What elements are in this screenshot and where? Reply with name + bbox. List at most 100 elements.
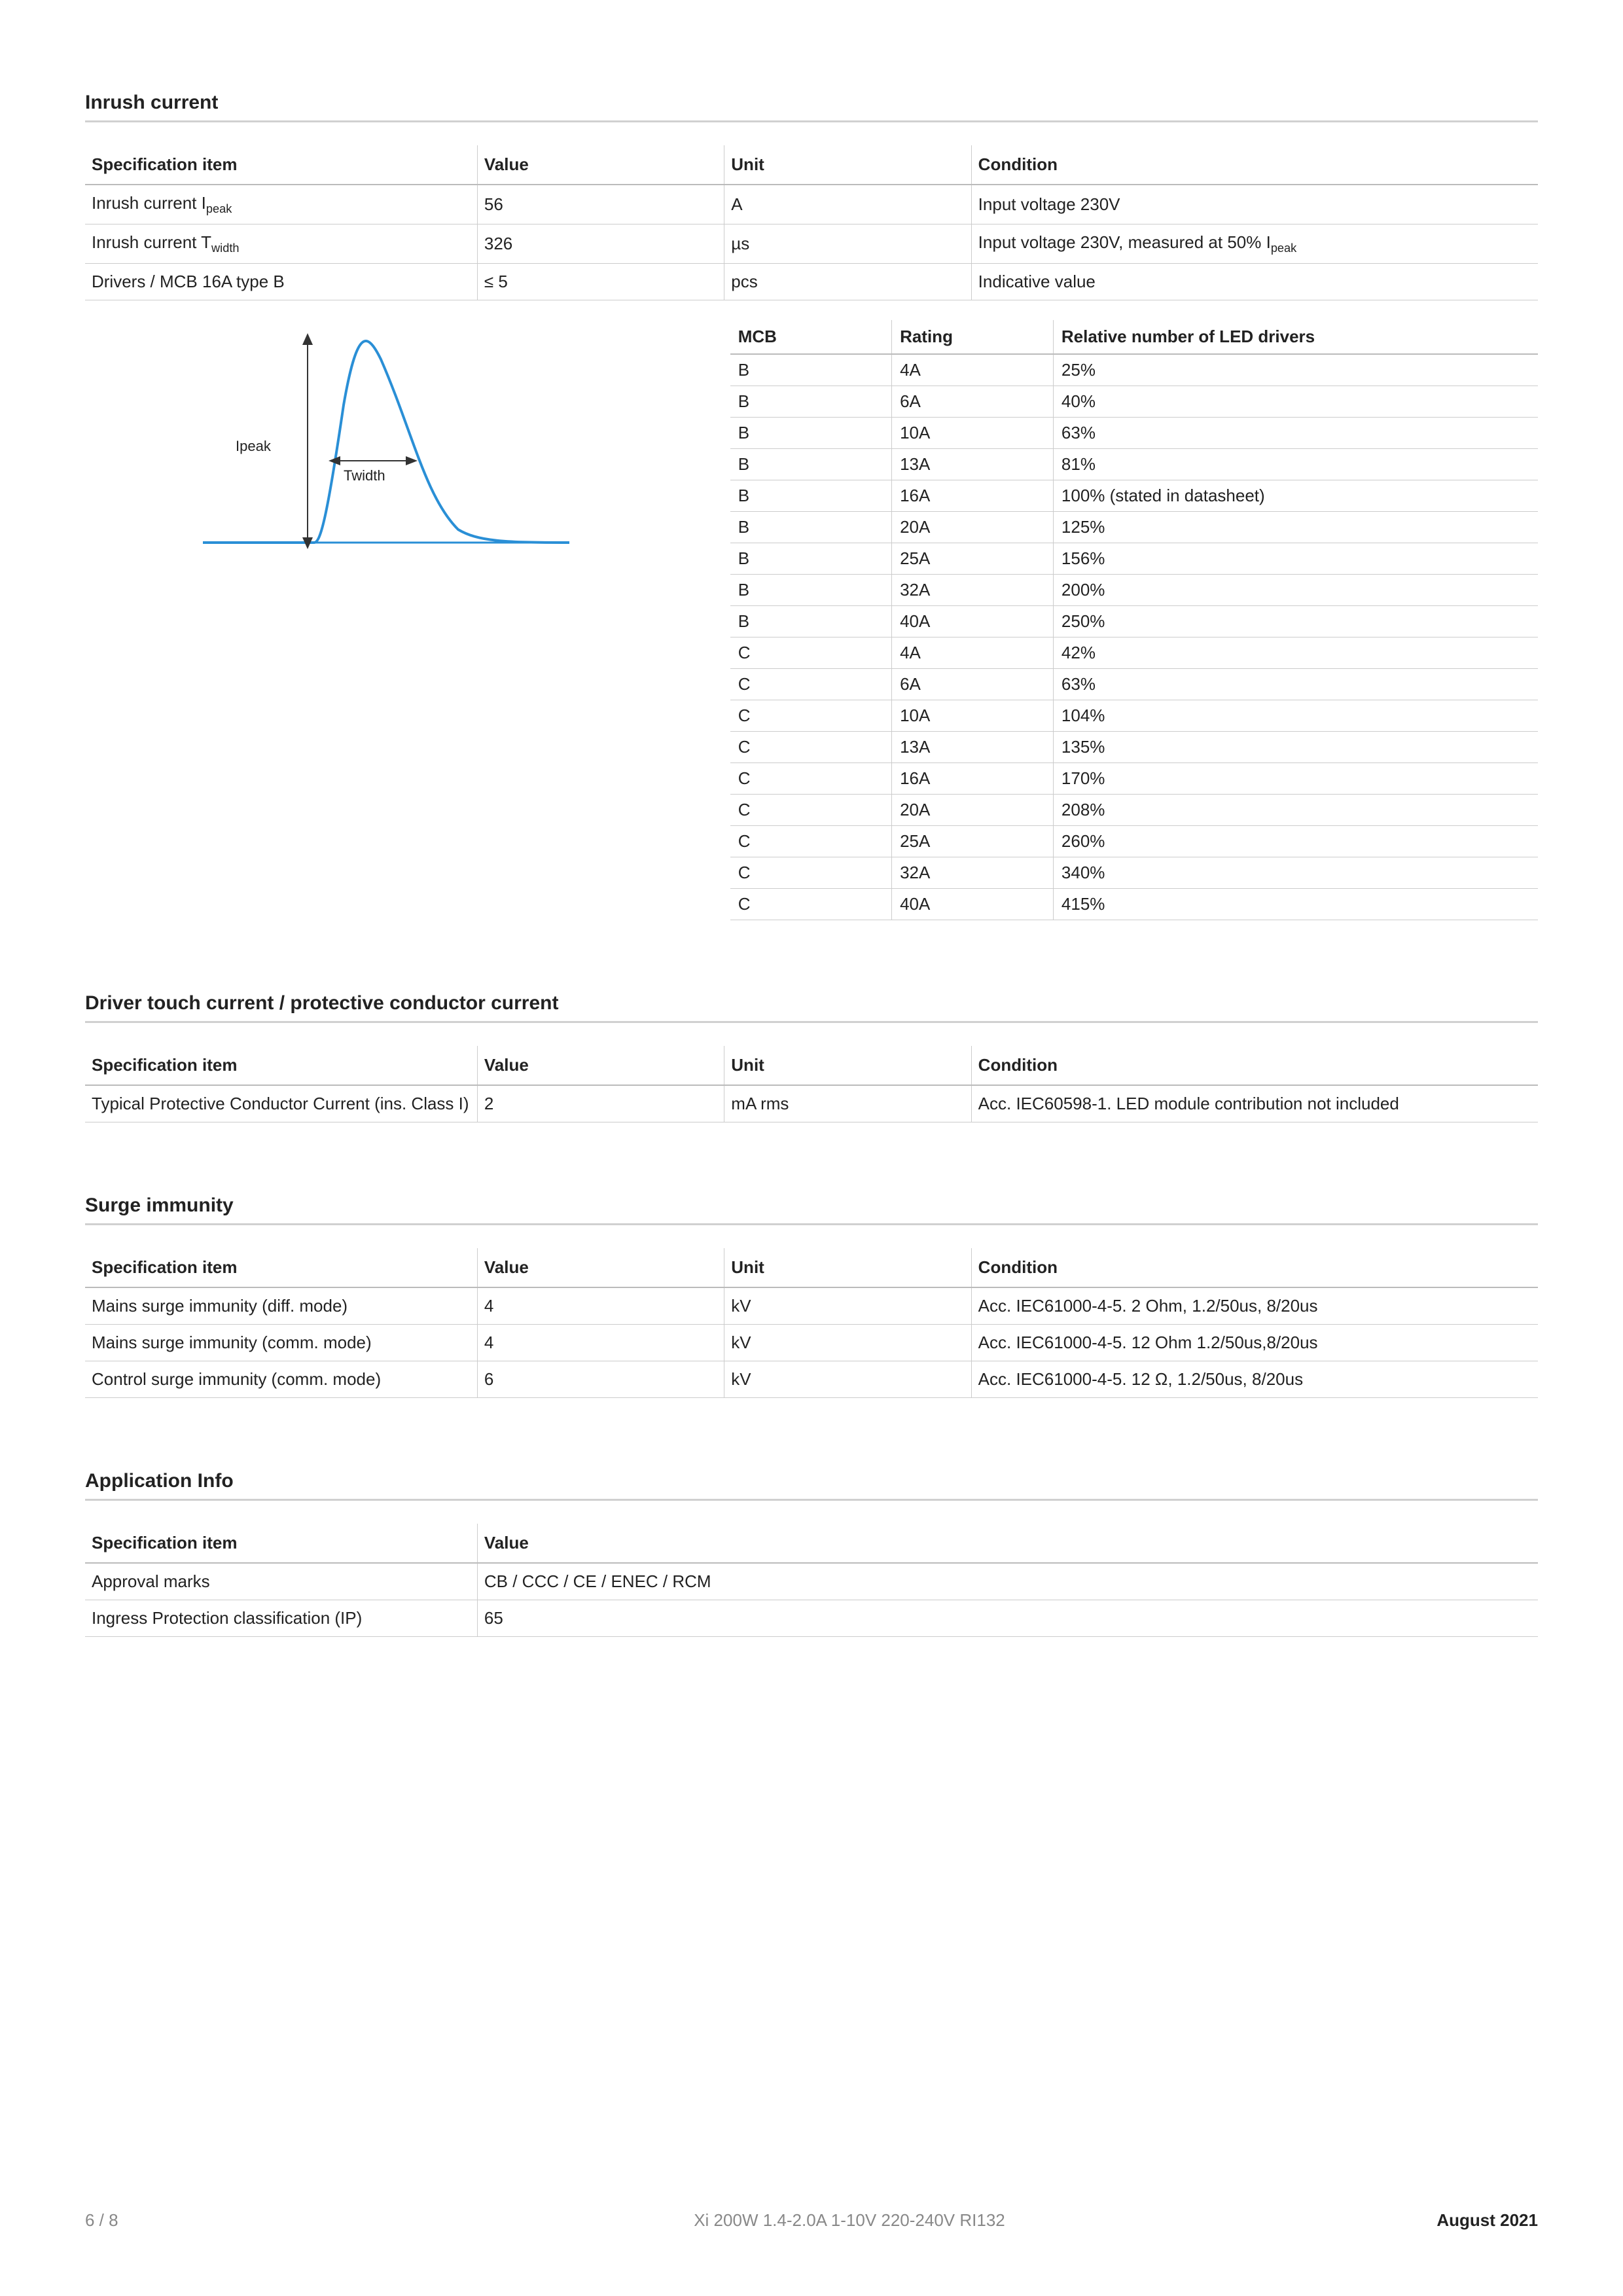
section-surge: Surge immunity Specification item Value …	[85, 1194, 1538, 1398]
cell-relnum: 415%	[1053, 889, 1538, 920]
cell-spec: Drivers / MCB 16A type B	[85, 264, 477, 300]
cell-unit: kV	[724, 1287, 971, 1325]
cell-spec: Inrush current Ipeak	[85, 185, 477, 224]
cell-rating: 6A	[892, 669, 1054, 700]
cell-rating: 25A	[892, 826, 1054, 857]
cell-mcb: B	[730, 606, 892, 637]
page-footer: 6 / 8 Xi 200W 1.4-2.0A 1-10V 220-240V RI…	[85, 2210, 1538, 2231]
inrush-graph: Ipeak Twidth	[85, 320, 691, 920]
cell-relnum: 135%	[1053, 732, 1538, 763]
cell-mcb: C	[730, 826, 892, 857]
cell-unit: A	[724, 185, 971, 224]
mcb-table: MCB Rating Relative number of LED driver…	[730, 320, 1538, 920]
inrush-graph-row: Ipeak Twidth MCB Rating Relative number …	[85, 320, 1538, 920]
cell-cond: Acc. IEC61000-4-5. 12 Ω, 1.2/50us, 8/20u…	[971, 1361, 1538, 1398]
table-row: B4A25%	[730, 354, 1538, 386]
cell-relnum: 170%	[1053, 763, 1538, 795]
cell-mcb: C	[730, 669, 892, 700]
table-row: C13A135%	[730, 732, 1538, 763]
cell-unit: kV	[724, 1325, 971, 1361]
cell-cond: Acc. IEC61000-4-5. 12 Ohm 1.2/50us,8/20u…	[971, 1325, 1538, 1361]
th-relnum: Relative number of LED drivers	[1053, 320, 1538, 354]
cell-cond: Input voltage 230V	[971, 185, 1538, 224]
table-row: Typical Protective Conductor Current (in…	[85, 1085, 1538, 1122]
cell-rating: 4A	[892, 354, 1054, 386]
table-row: C10A104%	[730, 700, 1538, 732]
th-value: Value	[477, 1248, 724, 1287]
cell-rating: 32A	[892, 575, 1054, 606]
th-cond: Condition	[971, 145, 1538, 185]
cell-mcb: C	[730, 732, 892, 763]
section-title-surge: Surge immunity	[85, 1194, 1538, 1225]
th-spec: Specification item	[85, 145, 477, 185]
cell-rating: 4A	[892, 637, 1054, 669]
table-row: Approval marksCB / CCC / CE / ENEC / RCM	[85, 1563, 1538, 1600]
footer-page: 6 / 8	[85, 2210, 118, 2231]
th-spec: Specification item	[85, 1046, 477, 1085]
section-title-app: Application Info	[85, 1470, 1538, 1501]
cell-mcb: C	[730, 857, 892, 889]
surge-spec-table: Specification item Value Unit Condition …	[85, 1248, 1538, 1398]
cell-mcb: B	[730, 386, 892, 418]
table-row: B16A100% (stated in datasheet)	[730, 480, 1538, 512]
cell-value: 56	[477, 185, 724, 224]
cell-rating: 40A	[892, 606, 1054, 637]
th-value: Value	[477, 145, 724, 185]
footer-product: Xi 200W 1.4-2.0A 1-10V 220-240V RI132	[694, 2210, 1005, 2231]
section-touch: Driver touch current / protective conduc…	[85, 992, 1538, 1122]
th-value: Value	[477, 1046, 724, 1085]
cell-rating: 32A	[892, 857, 1054, 889]
table-row: B20A125%	[730, 512, 1538, 543]
cell-relnum: 63%	[1053, 418, 1538, 449]
cell-unit: mA rms	[724, 1085, 971, 1122]
cell-spec: Approval marks	[85, 1563, 477, 1600]
table-header-row: Specification item Value Unit Condition	[85, 145, 1538, 185]
cell-value: 2	[477, 1085, 724, 1122]
cell-unit: pcs	[724, 264, 971, 300]
cell-value: 326	[477, 224, 724, 264]
th-unit: Unit	[724, 1248, 971, 1287]
cell-spec: Control surge immunity (comm. mode)	[85, 1361, 477, 1398]
cell-value: ≤ 5	[477, 264, 724, 300]
table-row: Control surge immunity (comm. mode)6kVAc…	[85, 1361, 1538, 1398]
cell-mcb: B	[730, 449, 892, 480]
cell-spec: Typical Protective Conductor Current (in…	[85, 1085, 477, 1122]
table-row: C32A340%	[730, 857, 1538, 889]
cell-rating: 16A	[892, 480, 1054, 512]
section-title-touch: Driver touch current / protective conduc…	[85, 992, 1538, 1023]
th-cond: Condition	[971, 1248, 1538, 1287]
cell-mcb: B	[730, 418, 892, 449]
table-row: Inrush current Twidth326µsInput voltage …	[85, 224, 1538, 264]
cell-value: 6	[477, 1361, 724, 1398]
table-row: C4A42%	[730, 637, 1538, 669]
section-inrush: Inrush current Specification item Value …	[85, 92, 1538, 920]
table-row: B13A81%	[730, 449, 1538, 480]
cell-relnum: 63%	[1053, 669, 1538, 700]
section-app: Application Info Specification item Valu…	[85, 1470, 1538, 1637]
cell-relnum: 40%	[1053, 386, 1538, 418]
cell-mcb: C	[730, 889, 892, 920]
th-spec: Specification item	[85, 1524, 477, 1563]
cell-relnum: 25%	[1053, 354, 1538, 386]
table-row: C40A415%	[730, 889, 1538, 920]
cell-rating: 40A	[892, 889, 1054, 920]
cell-mcb: B	[730, 354, 892, 386]
cell-relnum: 260%	[1053, 826, 1538, 857]
cell-relnum: 208%	[1053, 795, 1538, 826]
cell-relnum: 81%	[1053, 449, 1538, 480]
cell-relnum: 340%	[1053, 857, 1538, 889]
cell-mcb: C	[730, 700, 892, 732]
cell-mcb: B	[730, 543, 892, 575]
table-row: Inrush current Ipeak56AInput voltage 230…	[85, 185, 1538, 224]
th-unit: Unit	[724, 1046, 971, 1085]
graph-label-twidth: Twidth	[344, 467, 385, 484]
cell-spec: Mains surge immunity (comm. mode)	[85, 1325, 477, 1361]
table-row: B10A63%	[730, 418, 1538, 449]
cell-relnum: 156%	[1053, 543, 1538, 575]
graph-label-ipeak: Ipeak	[236, 438, 272, 454]
table-row: B40A250%	[730, 606, 1538, 637]
cell-cond: Acc. IEC61000-4-5. 2 Ohm, 1.2/50us, 8/20…	[971, 1287, 1538, 1325]
cell-value: 4	[477, 1325, 724, 1361]
table-header-row: Specification item Value Unit Condition	[85, 1046, 1538, 1085]
cell-spec: Mains surge immunity (diff. mode)	[85, 1287, 477, 1325]
